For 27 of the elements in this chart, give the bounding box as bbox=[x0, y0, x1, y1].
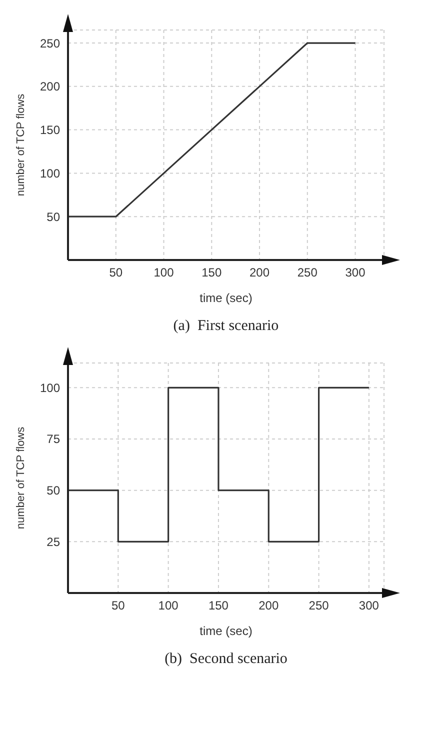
y-tick-label: 25 bbox=[46, 534, 60, 549]
x-tick-label: 200 bbox=[250, 266, 270, 280]
x-tick-label: 150 bbox=[202, 266, 222, 280]
text: (a) First scenario bbox=[172, 318, 280, 335]
x-tick-label: 200 bbox=[258, 598, 279, 613]
x-tick-label: 300 bbox=[358, 598, 380, 613]
y-tick-label: 250 bbox=[40, 36, 60, 50]
x-tick-label: 50 bbox=[111, 598, 126, 613]
y-tick-label: 200 bbox=[40, 80, 60, 94]
y-tick-label: 100 bbox=[40, 380, 60, 395]
x-tick-label: 100 bbox=[154, 266, 174, 280]
x-tick-label: 300 bbox=[345, 266, 366, 280]
x-tick-label: 150 bbox=[208, 598, 229, 613]
y-tick-label: 75 bbox=[46, 432, 60, 446]
y-axis-title: number of TCP flows bbox=[14, 93, 27, 196]
x-axis-title: time (sec) bbox=[200, 624, 252, 638]
x-tick-label: 100 bbox=[158, 598, 179, 613]
y-tick-label: 150 bbox=[40, 123, 60, 138]
x-tick-label: 50 bbox=[109, 266, 123, 280]
x-tick-label: 250 bbox=[308, 598, 330, 613]
y-tick-label: 50 bbox=[46, 484, 60, 498]
x-axis-title: time (sec) bbox=[200, 291, 252, 305]
y-tick-label: 100 bbox=[40, 166, 60, 180]
y-axis-title: number of TCP flows bbox=[14, 426, 27, 530]
text: (b) Second scenario bbox=[164, 651, 288, 668]
x-tick-label: 250 bbox=[297, 266, 318, 280]
y-tick-label: 50 bbox=[46, 210, 60, 224]
